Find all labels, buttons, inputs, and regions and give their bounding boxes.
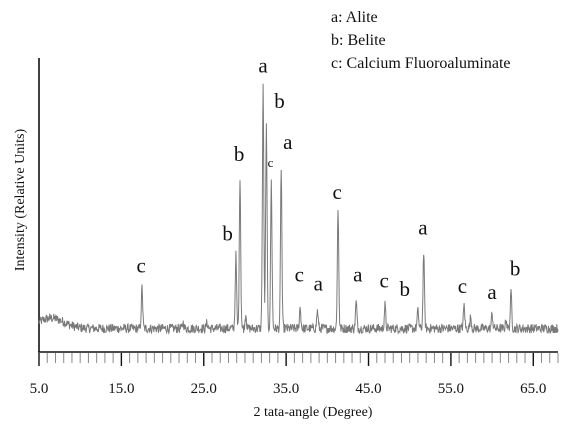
peak-label-c: c <box>333 180 342 204</box>
peak-label-b: b <box>222 221 233 245</box>
peak-label-a: a <box>418 215 428 239</box>
legend: a: Alite b: Belite c: Calcium Fluoroalumin… <box>331 9 511 72</box>
axes: 5.0 15.0 25.0 35.0 45.0 55.0 65.0 <box>30 58 559 397</box>
peak-label-c: c <box>458 274 467 298</box>
xrd-pattern-line <box>38 83 559 335</box>
x-tick-label: 45.0 <box>355 381 381 397</box>
peak-label-b: b <box>274 89 285 113</box>
legend-entry: b: Belite <box>331 32 386 49</box>
peak-label-a: a <box>487 280 497 304</box>
peak-label-c: c <box>295 262 304 286</box>
peak-label-c: c <box>268 155 274 170</box>
x-tick-label: 15.0 <box>108 381 134 397</box>
legend-entry: a: Alite <box>331 9 378 26</box>
x-axis-title: 2 tata-angle (Degree) <box>254 405 373 420</box>
x-tick-label: 25.0 <box>191 381 217 397</box>
peak-label-b: b <box>234 142 245 166</box>
x-tick-label: 55.0 <box>438 381 464 397</box>
y-axis-title: Intensity (Relative Units) <box>13 129 28 272</box>
peak-label-a: a <box>314 271 324 295</box>
x-tick-label: 35.0 <box>273 381 299 397</box>
peak-label-c: c <box>380 268 389 292</box>
series-group <box>38 83 559 335</box>
x-tick-label: 65.0 <box>520 381 546 397</box>
peak-label-a: a <box>283 130 293 154</box>
peak-label-a: a <box>258 54 268 78</box>
peak-label-b: b <box>510 257 521 281</box>
peak-label-a: a <box>353 262 363 286</box>
peak-label-c: c <box>136 254 145 278</box>
peak-label-b: b <box>400 277 411 301</box>
legend-entry: c: Calcium Fluoroaluminate <box>331 55 511 72</box>
x-tick-label: 5.0 <box>30 381 49 397</box>
